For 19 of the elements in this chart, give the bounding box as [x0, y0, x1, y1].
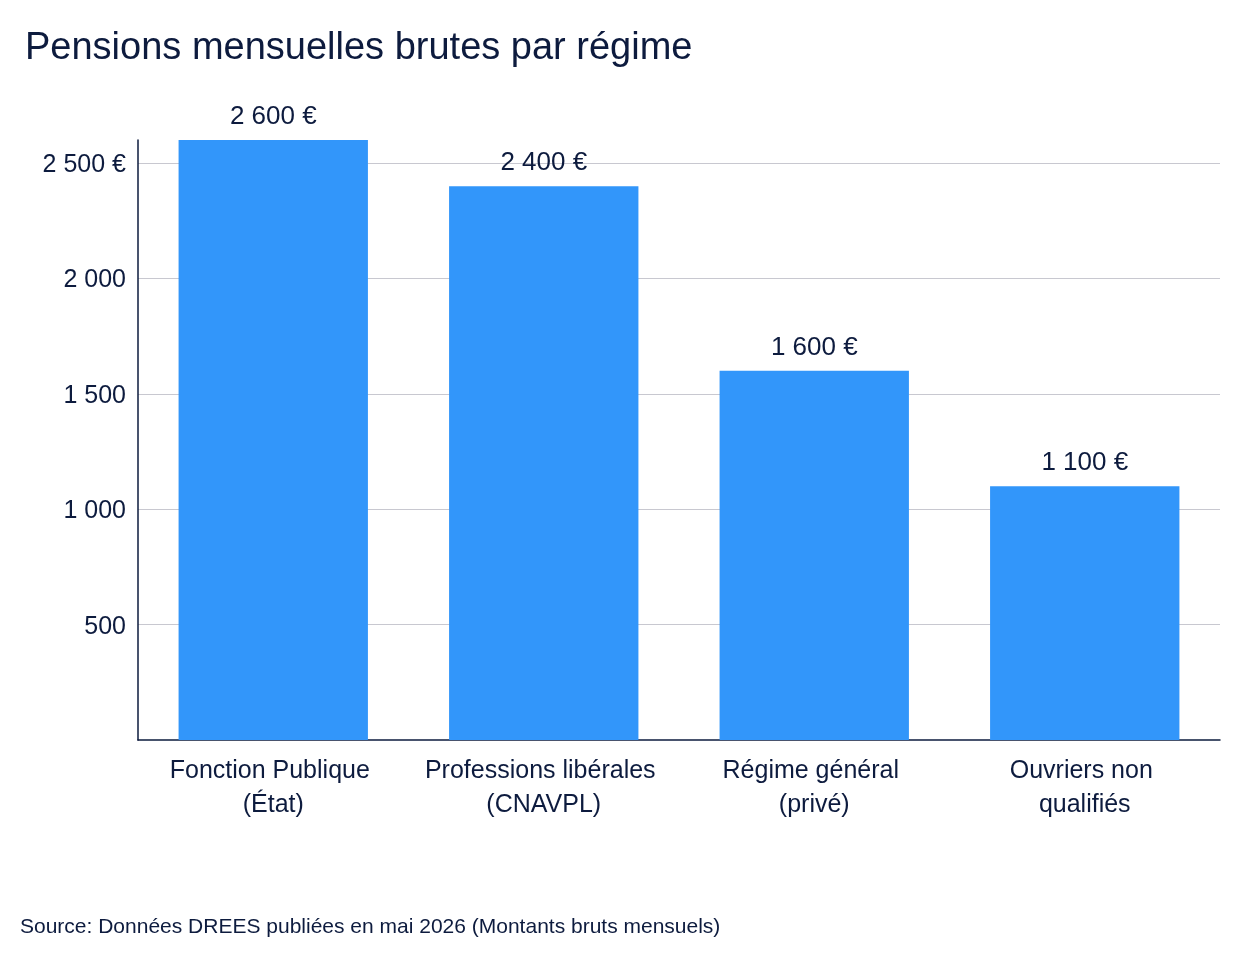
data-label: 2 400 €: [500, 146, 588, 177]
x-tick-label: Professions libérales (CNAVPL): [424, 755, 663, 817]
y-tick-label: 500: [84, 610, 126, 639]
data-label: 1 100 €: [1041, 446, 1129, 477]
bar: [719, 370, 909, 740]
y-tick-label: 2 500 €: [42, 149, 127, 178]
x-tick-label: Fonction Publique (État): [169, 755, 377, 817]
x-tick-label: Régime général (privé): [722, 755, 906, 817]
bar: [990, 486, 1180, 740]
chart-title: Pensions mensuelles brutes par régime: [25, 25, 693, 67]
y-tick-label: 2 000: [63, 264, 126, 293]
y-tick-label: 1 000: [63, 495, 126, 524]
x-tick-label: Ouvriers non qualifiés: [1009, 755, 1160, 817]
bar: [449, 186, 639, 740]
y-tick-label: 1 500: [63, 379, 126, 408]
bar: [178, 140, 368, 740]
data-label: 2 600 €: [229, 100, 318, 130]
data-label: 1 600 €: [770, 330, 859, 361]
source-note: Source: Données DREES publiées en mai 2026 (Montants bruts mensuels): [20, 914, 721, 937]
